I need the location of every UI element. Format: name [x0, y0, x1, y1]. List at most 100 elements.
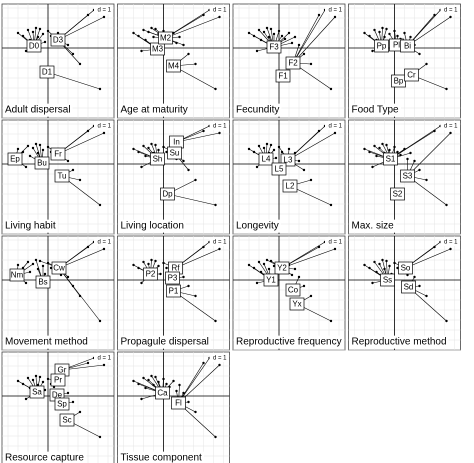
point	[383, 35, 386, 39]
point	[373, 260, 376, 264]
class-box	[158, 31, 173, 45]
class-box	[9, 268, 25, 282]
point	[140, 397, 143, 401]
point	[293, 35, 297, 39]
class-box	[274, 261, 290, 275]
class-label: Bs	[38, 278, 47, 287]
point	[49, 266, 53, 270]
point	[317, 13, 321, 17]
point	[31, 30, 35, 34]
point	[388, 148, 391, 152]
point	[147, 30, 150, 34]
class-box	[271, 162, 287, 176]
point	[309, 178, 313, 182]
class-box	[171, 396, 186, 410]
title-box	[349, 335, 449, 349]
point	[202, 361, 205, 365]
point	[98, 319, 102, 323]
point	[252, 34, 256, 38]
title-box	[118, 335, 211, 349]
point	[66, 391, 70, 395]
point	[86, 361, 90, 365]
point	[16, 147, 20, 151]
class-label: M4	[168, 62, 180, 71]
point	[21, 266, 25, 270]
class-box	[155, 386, 170, 400]
class-label: Sc	[62, 416, 71, 425]
class-label: Rf	[172, 264, 181, 273]
title-box	[118, 219, 186, 233]
point	[194, 294, 197, 298]
point	[383, 267, 386, 271]
point	[102, 247, 106, 251]
point	[182, 159, 185, 163]
title-box	[3, 103, 73, 117]
point	[194, 62, 197, 66]
point	[102, 15, 106, 19]
point	[445, 203, 448, 207]
point	[16, 379, 20, 383]
class-label: Sh	[153, 155, 163, 164]
class-label: Cw	[53, 264, 65, 273]
point	[150, 258, 153, 262]
point	[24, 397, 28, 401]
panel-title: Tissue component	[121, 453, 203, 463]
point	[381, 26, 384, 30]
star-line	[390, 125, 441, 160]
point	[287, 31, 291, 35]
point	[187, 284, 190, 288]
class-box	[282, 179, 298, 193]
scale-label: d = 1	[97, 240, 111, 246]
class-box	[150, 42, 165, 56]
point	[449, 247, 452, 251]
class-label: Bu	[37, 159, 47, 168]
panel-title: Propagule dispersal	[121, 337, 209, 348]
class-box	[404, 68, 419, 82]
point	[309, 62, 313, 66]
point	[132, 31, 135, 35]
class-label: S2	[393, 190, 403, 199]
point	[43, 272, 47, 276]
point	[46, 377, 50, 381]
point	[297, 43, 301, 47]
point	[157, 264, 160, 268]
point	[34, 142, 38, 146]
point	[98, 87, 102, 91]
point	[445, 319, 448, 323]
panel: Ca Fl d = 1 Tissue component	[117, 351, 230, 463]
point	[142, 260, 145, 264]
point	[218, 131, 221, 135]
point	[259, 38, 263, 42]
point	[86, 245, 90, 249]
point	[78, 294, 82, 298]
class-box	[400, 169, 415, 183]
class-label: Cr	[407, 71, 416, 80]
star-line	[58, 248, 105, 269]
point	[102, 131, 106, 135]
star-line	[167, 193, 216, 206]
class-label: Y1	[266, 276, 276, 285]
point	[381, 142, 384, 146]
point	[267, 35, 271, 39]
class-label: F2	[288, 59, 298, 68]
panel: So Ss Sd d = 1 Reproductive method	[348, 235, 461, 351]
panel-title: Max. size	[352, 221, 395, 232]
point	[214, 87, 217, 91]
point	[157, 148, 160, 152]
class-box	[51, 261, 67, 275]
point	[255, 165, 259, 169]
point	[71, 52, 75, 56]
point	[182, 43, 185, 47]
point	[150, 142, 153, 146]
title-box	[3, 335, 90, 349]
panel: M3 M2 M4 d = 1 Age at maturity	[117, 3, 230, 119]
panel-title: Adult dispersal	[5, 105, 71, 116]
class-box	[166, 284, 181, 298]
class-box	[285, 283, 301, 297]
class-box	[39, 65, 55, 79]
panel: Ep Fr Bu Tu d = 1 Living habit	[1, 119, 115, 235]
class-box	[401, 280, 416, 294]
point	[157, 380, 160, 384]
point	[396, 150, 399, 154]
